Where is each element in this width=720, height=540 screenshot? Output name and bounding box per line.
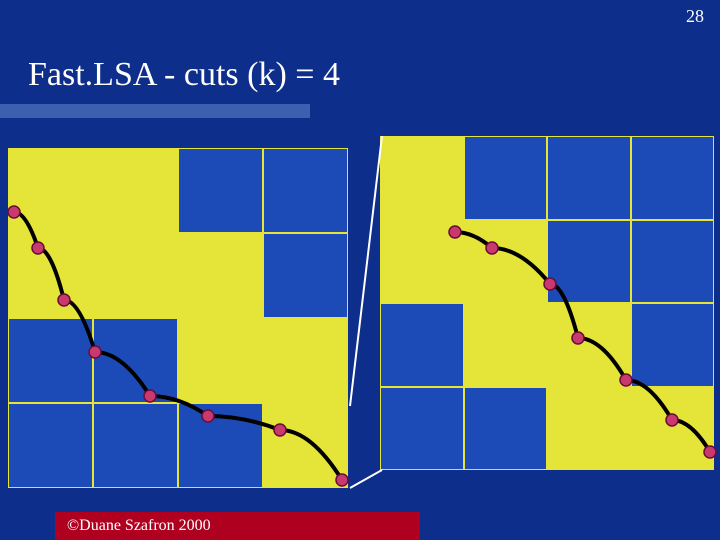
grid-cell xyxy=(547,303,631,387)
grid-cell xyxy=(263,233,348,318)
grid-cell xyxy=(380,136,464,220)
grid-cell xyxy=(631,303,715,387)
grid-cell xyxy=(547,387,631,471)
grid-cell xyxy=(178,403,263,488)
grid-cell xyxy=(464,136,548,220)
grid-cell xyxy=(464,303,548,387)
copyright-text: ©Duane Szafron 2000 xyxy=(67,517,211,535)
left-grid xyxy=(8,148,348,488)
grid-cell xyxy=(8,233,93,318)
grid-cell xyxy=(631,387,715,471)
copyright-band: ©Duane Szafron 2000 xyxy=(55,512,420,540)
title-underline xyxy=(0,104,310,118)
grid-cell xyxy=(8,403,93,488)
grid-cell xyxy=(93,318,178,403)
grid-cell xyxy=(178,233,263,318)
grid-cell xyxy=(380,387,464,471)
grid-cell xyxy=(380,220,464,304)
grid-cell xyxy=(93,148,178,233)
grid-cell xyxy=(178,148,263,233)
grid-cell xyxy=(464,220,548,304)
grid-cell xyxy=(380,303,464,387)
grid-cell xyxy=(93,233,178,318)
grid-cell xyxy=(464,387,548,471)
grid-cell xyxy=(631,136,715,220)
grid-cell xyxy=(547,136,631,220)
slide: 28 Fast.LSA - cuts (k) = 4 ©Duane Szafro… xyxy=(0,0,720,540)
slide-title: Fast.LSA - cuts (k) = 4 xyxy=(28,56,340,94)
grid-cell xyxy=(263,148,348,233)
grid-cell xyxy=(547,220,631,304)
grid-cell xyxy=(631,220,715,304)
zoom-subgrid xyxy=(268,408,348,488)
grid-cell xyxy=(93,403,178,488)
right-grid xyxy=(380,136,714,470)
grid-cell xyxy=(178,318,263,403)
grid-cell xyxy=(263,318,348,403)
page-number: 28 xyxy=(686,6,704,27)
grid-cell xyxy=(8,318,93,403)
grid-cell xyxy=(8,148,93,233)
